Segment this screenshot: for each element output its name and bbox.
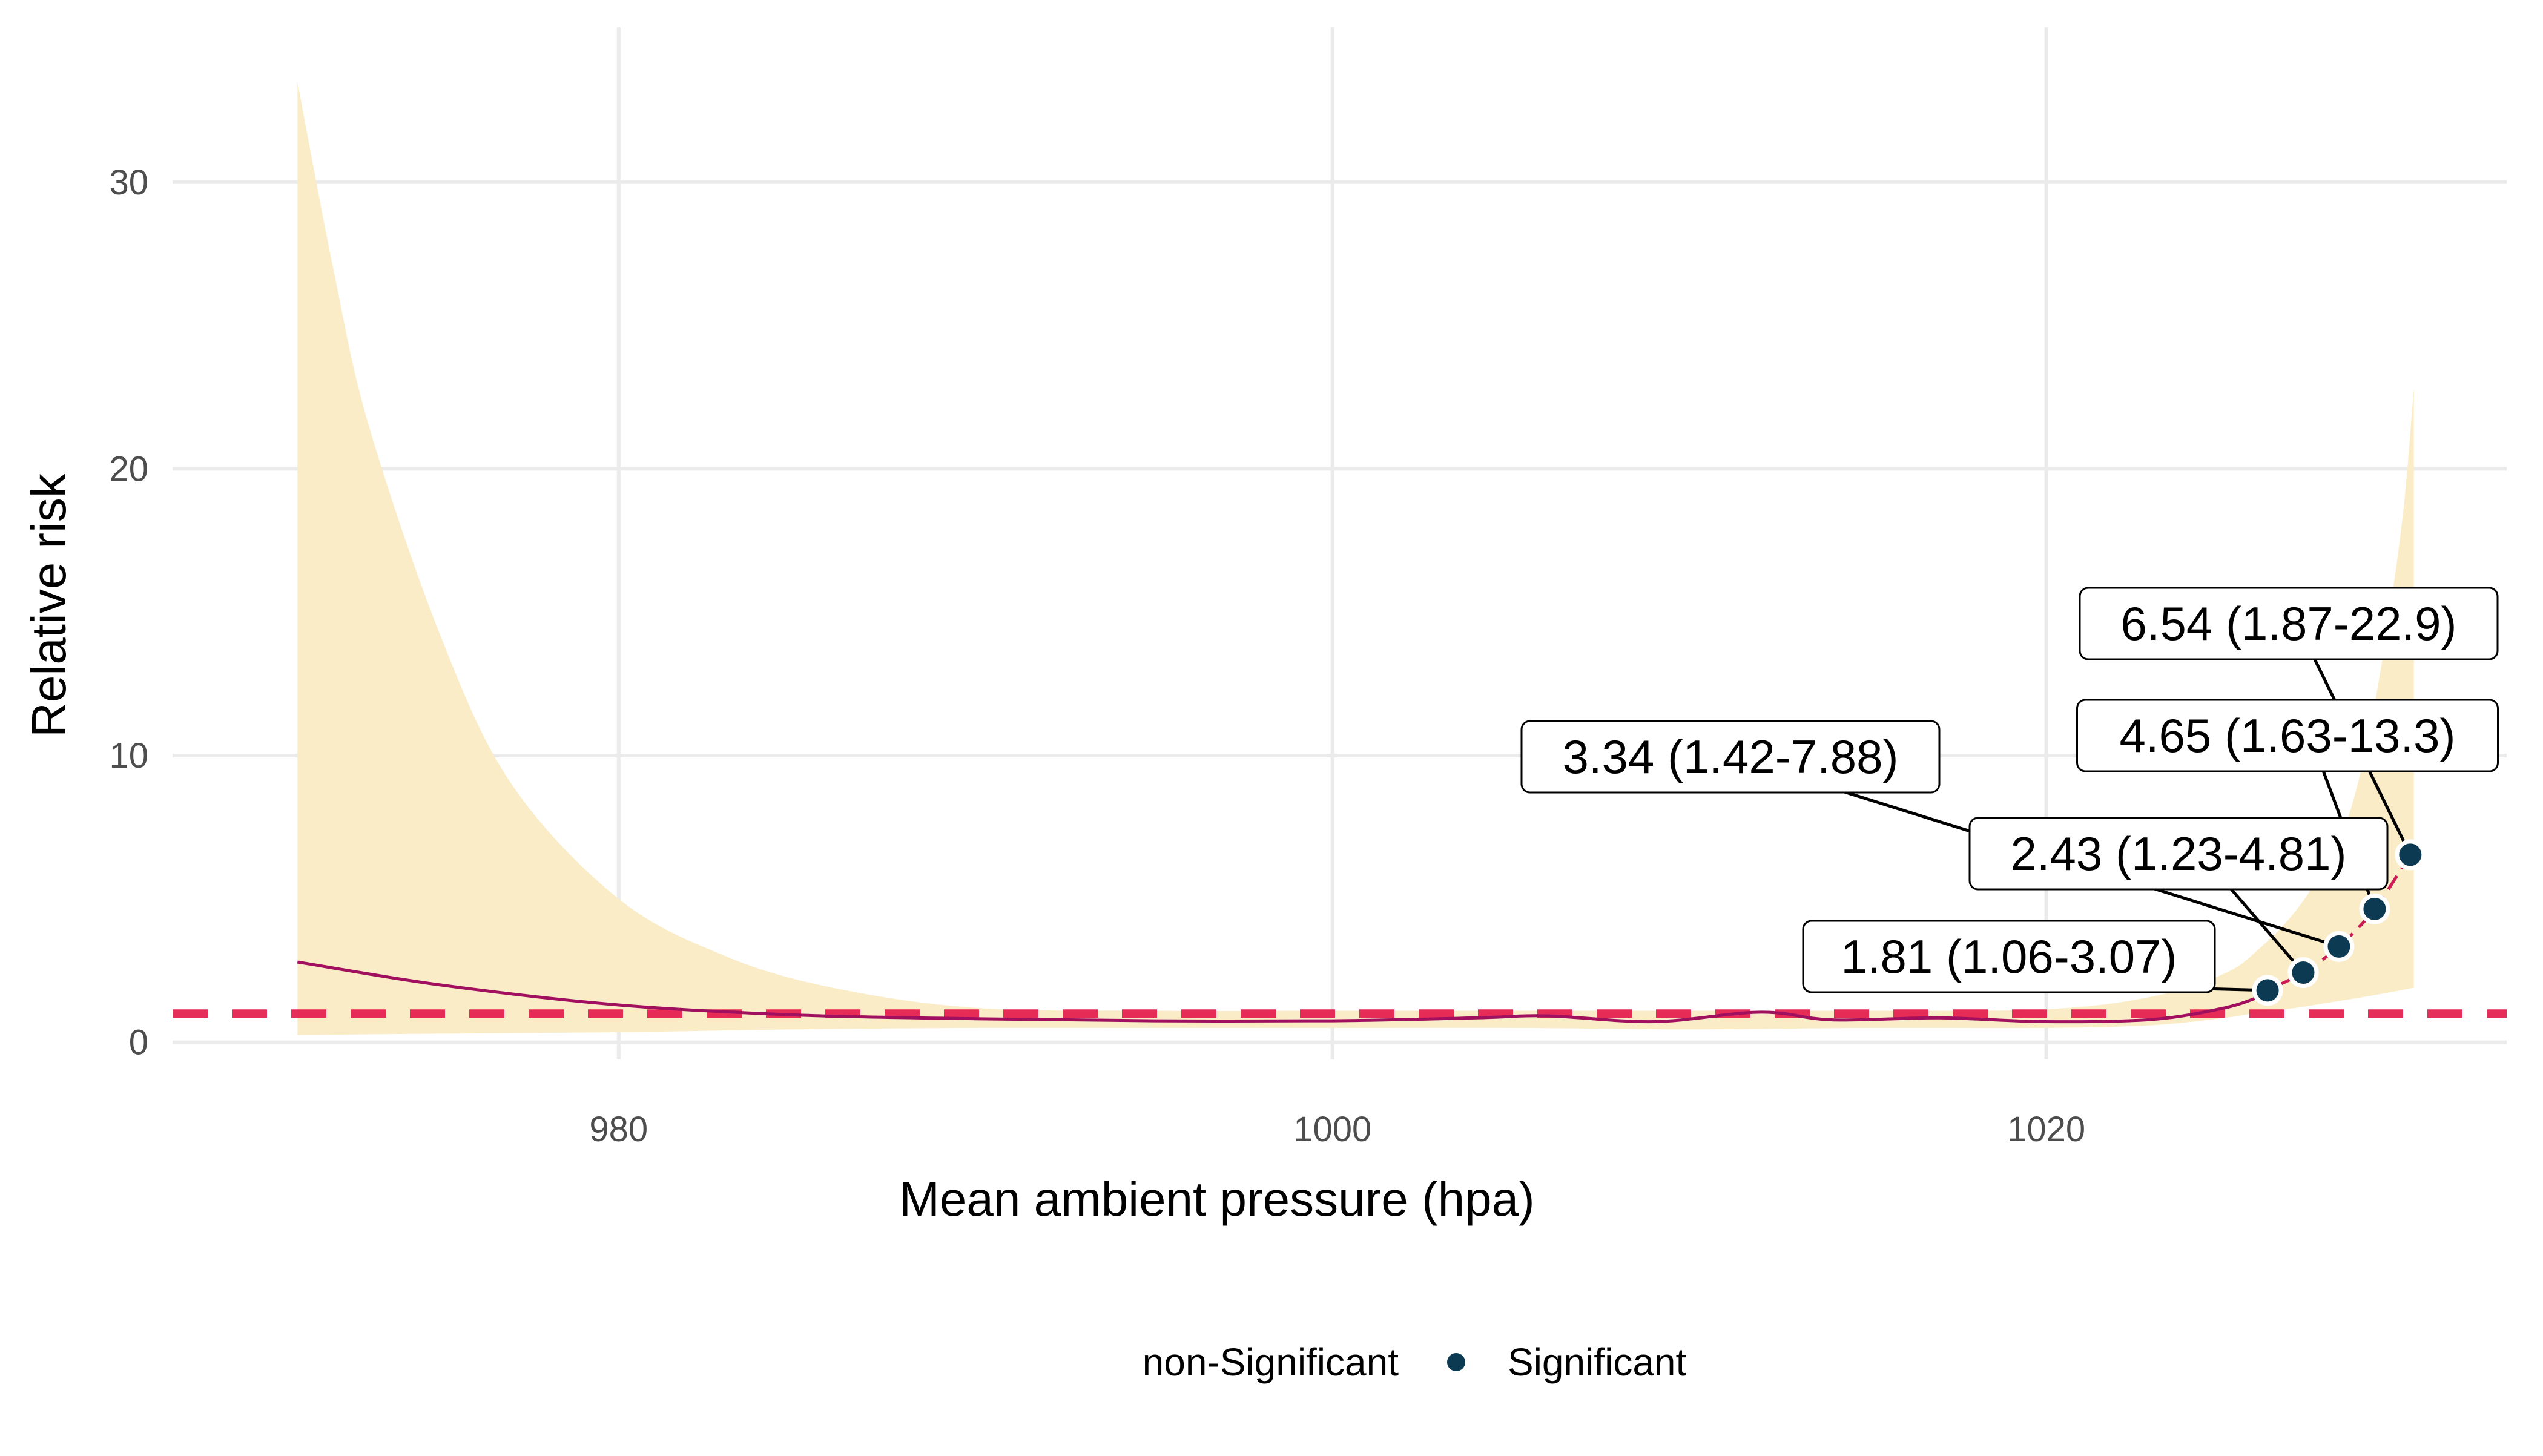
annotation-leader — [2227, 884, 2304, 974]
annotation-label: 4.65 (1.63-13.3) — [2119, 709, 2455, 762]
legend-label-significant: Significant — [1508, 1340, 1687, 1384]
y-tick-label: 0 — [129, 1023, 148, 1062]
annotation-box — [2076, 699, 2499, 772]
annotation-box — [1802, 920, 2216, 993]
annotation-box — [1968, 817, 2389, 891]
annotation-box — [2079, 587, 2499, 660]
legend-label-non-significant: non-Significant — [1143, 1340, 1399, 1384]
significant-points — [2252, 839, 2426, 1006]
y-tick-label: 10 — [109, 736, 148, 776]
annotation-label: 2.43 (1.23-4.81) — [2010, 827, 2346, 880]
significant-point — [2287, 957, 2319, 988]
y-tick-label: 30 — [109, 163, 148, 202]
y-axis-title: Relative risk — [22, 473, 76, 737]
legend-marker-significant — [1447, 1353, 1465, 1371]
grid — [173, 27, 2507, 1059]
annotation-box — [1520, 720, 1941, 794]
significant-point — [2323, 931, 2355, 962]
significant-point — [2252, 975, 2283, 1006]
significant-point — [2395, 839, 2426, 871]
annotation-label: 1.81 (1.06-3.07) — [1841, 930, 2177, 983]
ci-band — [297, 82, 2414, 1035]
x-tick-label: 980 — [589, 1110, 648, 1149]
x-tick-label: 1020 — [2007, 1110, 2085, 1149]
legend: non-Significant Significant — [1143, 1340, 1687, 1384]
x-tick-label: 1000 — [1293, 1110, 1371, 1149]
significant-point — [2359, 893, 2390, 924]
risk-curve-line — [297, 960, 2261, 1024]
y-tick-label: 20 — [109, 449, 148, 489]
confidence-band — [297, 82, 2414, 1035]
annotations: 1.81 (1.06-3.07) 2.43 (1.23-4.81) 3.34 (1.… — [1520, 587, 2499, 993]
annotation-label: 6.54 (1.87-22.9) — [2120, 597, 2456, 650]
x-axis-title: Mean ambient pressure (hpa) — [899, 1172, 1534, 1226]
annotation-label: 3.34 (1.42-7.88) — [1562, 730, 1898, 783]
